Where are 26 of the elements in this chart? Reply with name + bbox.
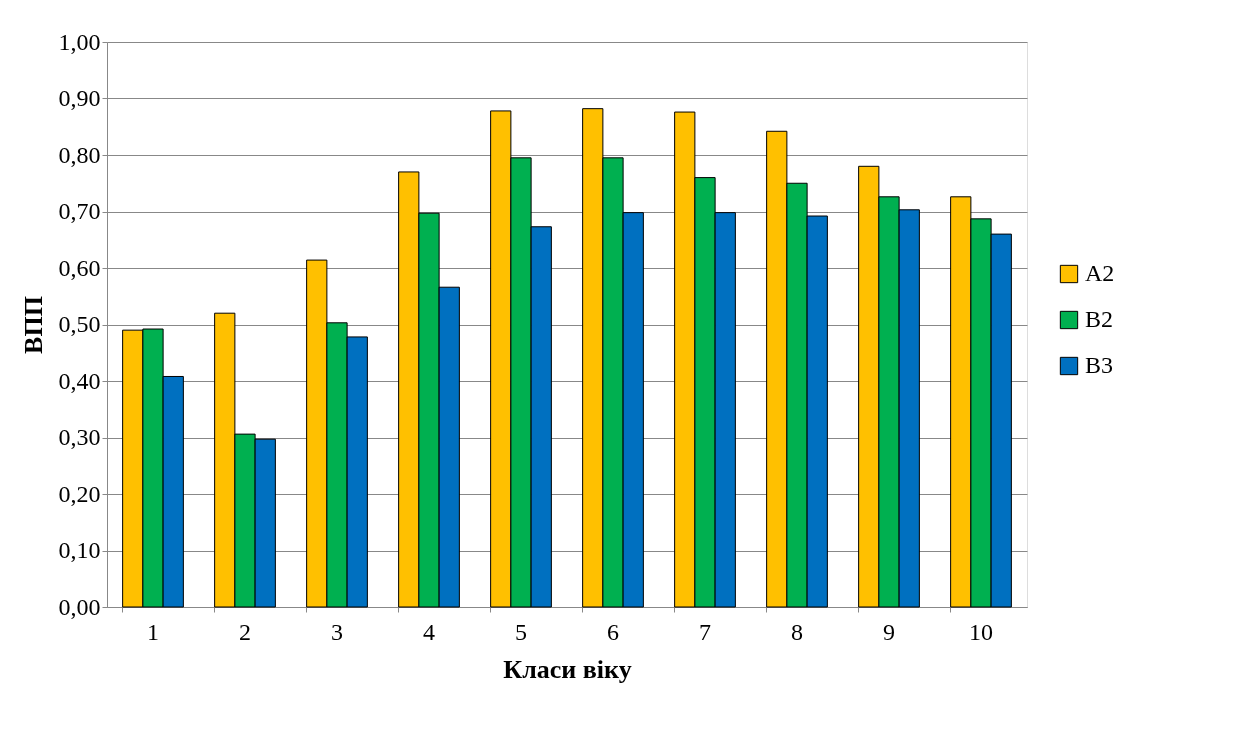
y-tick-label: 0,70 bbox=[58, 198, 101, 224]
x-tick-label: 5 bbox=[515, 618, 527, 645]
x-axis-title: Класи віку bbox=[503, 654, 632, 684]
x-tick-label: 4 bbox=[423, 618, 435, 645]
y-tick-label: 0,10 bbox=[58, 537, 101, 563]
x-tick-label: 8 bbox=[791, 618, 803, 645]
y-tick-label: 0,20 bbox=[58, 480, 101, 507]
y-tick-label: 1,00 bbox=[58, 28, 101, 55]
x-tick-label: 3 bbox=[331, 618, 343, 645]
legend-label: B2 bbox=[1085, 306, 1114, 332]
y-tick-label: 0,90 bbox=[58, 85, 101, 111]
y-tick-label: 0,80 bbox=[58, 141, 101, 168]
x-tick-label: 1 bbox=[147, 618, 159, 645]
x-tick-label: 7 bbox=[699, 618, 711, 645]
x-tick-label: 10 bbox=[969, 618, 993, 645]
y-tick-label: 0,60 bbox=[58, 254, 101, 281]
legend-label: A2 bbox=[1085, 260, 1115, 286]
y-tick-label: 0,00 bbox=[58, 593, 101, 620]
y-tick-label: 0,40 bbox=[58, 367, 101, 394]
legend-label: B3 bbox=[1085, 352, 1114, 378]
x-tick-label: 6 bbox=[607, 618, 619, 645]
y-tick-label: 0,30 bbox=[58, 424, 101, 450]
x-tick-label: 2 bbox=[239, 618, 251, 645]
x-tick-label: 9 bbox=[883, 618, 895, 645]
y-axis-title: ВПП bbox=[18, 296, 48, 354]
y-tick-label: 0,50 bbox=[58, 311, 101, 337]
